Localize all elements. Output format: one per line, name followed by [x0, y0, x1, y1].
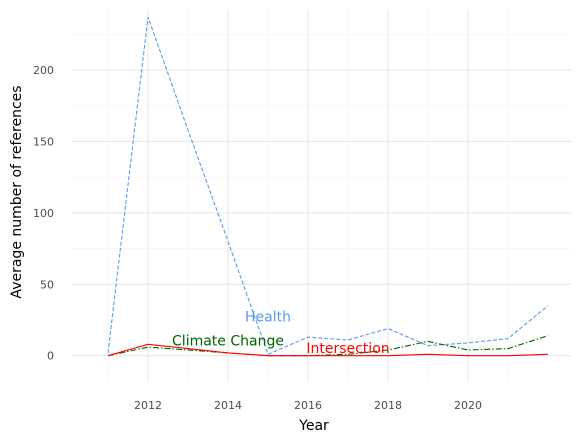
x-tick-label: 2016 [294, 399, 322, 412]
y-tick-label: 0 [47, 350, 54, 363]
y-tick-labels: 0 50 100 150 200 [33, 64, 54, 363]
series-labels: Health Climate Change Intersection [172, 309, 390, 356]
y-tick-label: 200 [33, 64, 54, 77]
series-label: Health [245, 309, 291, 325]
x-tick-labels: 2012 2014 2016 2018 2020 [134, 399, 482, 412]
x-tick-label: 2012 [134, 399, 162, 412]
plot-panel [72, 10, 572, 380]
x-axis-title: Year [298, 418, 329, 434]
y-tick-label: 50 [40, 278, 54, 291]
series-label: Climate Change [172, 334, 284, 350]
y-tick-label: 150 [33, 135, 54, 148]
x-tick-label: 2018 [374, 399, 402, 412]
series-lines [107, 16, 549, 357]
series-line-climate-change [107, 335, 549, 357]
series-label: Intersection [306, 341, 389, 357]
x-tick-label: 2020 [454, 399, 482, 412]
series-line-health [107, 16, 549, 356]
y-axis-title: Average number of references [9, 85, 25, 298]
x-tick-label: 2014 [214, 399, 242, 412]
y-tick-label: 100 [33, 207, 54, 220]
series-line-intersection [107, 343, 549, 357]
minor-gridlines [72, 10, 572, 380]
